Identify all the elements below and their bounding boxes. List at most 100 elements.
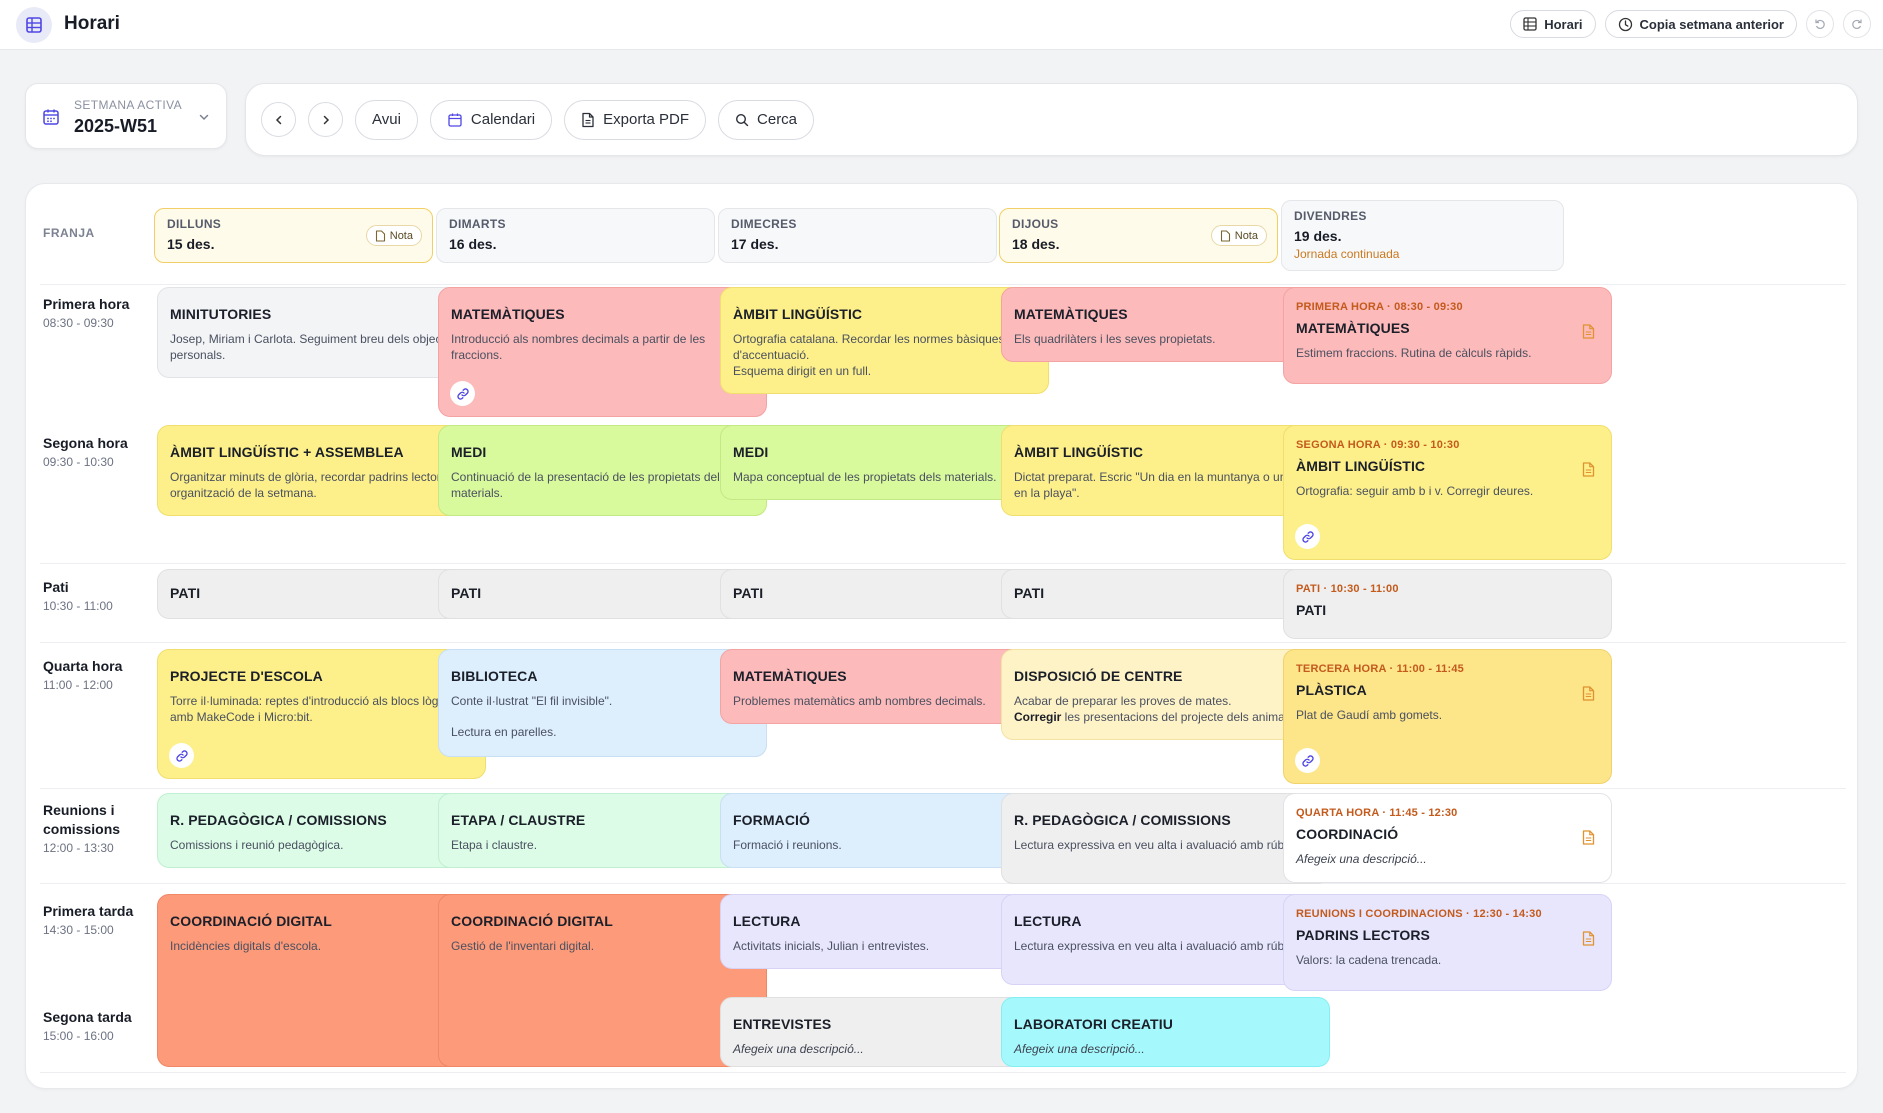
lesson-description: Valors: la cadena trencada. (1296, 953, 1442, 967)
day-name: DIMARTS (449, 217, 506, 231)
day-header-monday[interactable]: DILLUNS 15 des. Nota (154, 208, 433, 263)
lesson-card[interactable]: PATI (157, 569, 486, 619)
day-header-friday[interactable]: DIVENDRES 19 des. Jornada continuada (1281, 200, 1564, 271)
lesson-title: COORDINACIÓ DIGITAL (451, 913, 613, 929)
note-button[interactable]: Nota (365, 225, 422, 246)
lesson-card[interactable]: ÀMBIT LINGÜÍSTIC Dictat preparat. Escric… (1001, 425, 1330, 516)
link-icon (175, 749, 188, 762)
chevron-right-icon (323, 115, 329, 124)
lesson-card[interactable]: LECTURA Activitats inicials, Julian i en… (720, 894, 1049, 969)
day-header-thursday[interactable]: DIJOUS 18 des. Nota (999, 208, 1278, 263)
lesson-card[interactable]: MATEMÀTIQUES Els quadrilàters i les seve… (1001, 287, 1330, 362)
day-header-wednesday[interactable]: DIMECRES 17 des. (718, 208, 997, 263)
lesson-card[interactable]: MATEMÀTIQUES Introducció als nombres dec… (438, 287, 767, 417)
document-icon[interactable] (1582, 462, 1595, 482)
document-icon[interactable] (1582, 830, 1595, 850)
lesson-description: Continuació de la presentació de les pro… (451, 470, 726, 500)
lesson-title: ÀMBIT LINGÜÍSTIC (733, 306, 863, 322)
chevron-down-icon (199, 114, 209, 121)
lesson-slot-label: PRIMERA HORA · 08:30 - 09:30 (1296, 301, 1463, 313)
week-label: SETMANA ACTIVA (74, 98, 183, 112)
lesson-card[interactable]: MEDI Continuació de la presentació de le… (438, 425, 767, 516)
today-button[interactable]: Avui (355, 99, 418, 140)
lesson-card[interactable]: PROJECTE D'ESCOLA Torre il·luminada: rep… (157, 649, 486, 779)
lesson-description: Plat de Gaudí amb gomets. (1296, 708, 1443, 722)
lesson-title: ÀMBIT LINGÜÍSTIC (1014, 444, 1144, 460)
lesson-card[interactable]: LABORATORI CREATIU Afegeix una descripci… (1001, 997, 1330, 1067)
link-icon (1301, 530, 1314, 543)
day-name: DIJOUS (1012, 217, 1059, 231)
lesson-card[interactable]: COORDINACIÓ DIGITAL Incidències digitals… (157, 894, 486, 1067)
lesson-card[interactable]: ÀMBIT LINGÜÍSTIC Ortografia catalana. Re… (720, 287, 1049, 394)
lesson-card[interactable]: MATEMÀTIQUES Problemes matemàtics amb no… (720, 649, 1049, 724)
redo-button[interactable] (1843, 10, 1871, 38)
lesson-card[interactable]: PATI (1001, 569, 1330, 619)
lesson-card[interactable]: ÀMBIT LINGÜÍSTIC + ASSEMBLEA Organitzar … (157, 425, 486, 516)
week-selector[interactable]: SETMANA ACTIVA 2025-W51 (25, 83, 227, 149)
page-title: Horari (64, 13, 120, 34)
lesson-card[interactable]: BIBLIOTECA Conte il·lustrat "El fil invi… (438, 649, 767, 757)
lesson-card[interactable]: LECTURA Lectura expressiva en veu alta i… (1001, 894, 1330, 985)
lesson-description: Dictat preparat. Escric "Un dia en la mu… (1014, 470, 1306, 500)
note-icon (1220, 229, 1230, 242)
lesson-card[interactable]: PATI · 10:30 - 11:00 PATI (1283, 569, 1612, 639)
lesson-card[interactable]: ETAPA / CLAUSTRE Etapa i claustre. (438, 793, 767, 868)
lesson-card[interactable]: R. PEDAGÒGICA / COMISSIONS Lectura expre… (1001, 793, 1330, 884)
copy-week-label: Copia setmana anterior (1639, 16, 1785, 32)
lesson-card[interactable]: MINITUTORIES Josep, Miriam i Carlota. Se… (157, 287, 486, 378)
export-pdf-button[interactable]: Exporta PDF (564, 99, 707, 140)
lesson-card[interactable]: TERCERA HORA · 11:00 - 11:45 PLÀSTICA Pl… (1283, 649, 1612, 784)
lesson-card[interactable]: DISPOSICIÓ DE CENTRE Acabar de preparar … (1001, 649, 1330, 740)
link-button[interactable] (1295, 524, 1320, 549)
lesson-description: Etapa i claustre. (451, 838, 538, 852)
document-icon[interactable] (1582, 324, 1595, 344)
document-icon[interactable] (1582, 931, 1595, 951)
emphasis-text: Corregir (1014, 710, 1062, 724)
grid-icon[interactable] (16, 7, 52, 43)
lesson-slot-label: PATI · 10:30 - 11:00 (1296, 583, 1399, 595)
lesson-title: PROJECTE D'ESCOLA (170, 668, 323, 684)
slot-primera-tarda: Primera tarda 14:30 - 15:00 (43, 902, 133, 937)
lesson-card[interactable]: REUNIONS I COORDINACIONS · 12:30 - 14:30… (1283, 894, 1612, 991)
lesson-card[interactable]: QUARTA HORA · 11:45 - 12:30 COORDINACIÓ … (1283, 793, 1612, 883)
lesson-description: Esquema dirigit en un full. (733, 364, 872, 378)
undo-button[interactable] (1806, 10, 1834, 38)
lesson-title: MATEMÀTIQUES (1296, 320, 1410, 336)
chevron-left-icon (275, 115, 281, 124)
slot-time: 09:30 - 10:30 (43, 455, 114, 469)
document-icon[interactable] (1582, 686, 1595, 706)
link-button[interactable] (1295, 748, 1320, 773)
lesson-card[interactable]: MEDI Mapa conceptual de les propietats d… (720, 425, 1049, 500)
slot-reunions: Reunions i comissions 12:00 - 13:30 (43, 801, 143, 855)
horari-button[interactable]: Horari (1510, 10, 1596, 38)
lesson-title: PATI (733, 585, 764, 601)
day-date: 18 des. (1012, 236, 1060, 252)
next-week-button[interactable] (308, 102, 343, 137)
day-header-tuesday[interactable]: DIMARTS 16 des. (436, 208, 715, 263)
lesson-card[interactable]: PATI (720, 569, 1049, 619)
lesson-card[interactable]: R. PEDAGÒGICA / COMISSIONS Comissions i … (157, 793, 486, 868)
link-button[interactable] (450, 381, 475, 406)
prev-week-button[interactable] (261, 102, 296, 137)
lesson-card[interactable]: PATI (438, 569, 767, 619)
lesson-description: Lectura en parelles. (451, 725, 557, 739)
lesson-card[interactable]: SEGONA HORA · 09:30 - 10:30 ÀMBIT LINGÜÍ… (1283, 425, 1612, 560)
lesson-card[interactable]: ENTREVISTES Afegeix una descripció... (720, 997, 1049, 1067)
search-button[interactable]: Cerca (718, 99, 815, 140)
calendar-button[interactable]: Calendari (429, 99, 553, 140)
lesson-card[interactable]: COORDINACIÓ DIGITAL Gestió de l'inventar… (438, 894, 767, 1067)
lesson-card[interactable]: FORMACIÓ Formació i reunions. (720, 793, 1049, 868)
calendar-label: Calendari (470, 111, 536, 128)
note-button[interactable]: Nota (1210, 225, 1267, 246)
calendar-icon (43, 109, 59, 125)
slot-time: 12:00 - 13:30 (43, 841, 114, 855)
slot-label: Primera tarda (43, 903, 134, 919)
slot-time: 08:30 - 09:30 (43, 316, 114, 330)
lesson-description: Introducció als nombres decimals a parti… (451, 332, 706, 362)
copy-week-button[interactable]: Copia setmana anterior (1604, 10, 1797, 38)
link-button[interactable] (169, 743, 194, 768)
lesson-title: ETAPA / CLAUSTRE (451, 812, 586, 828)
lesson-description: Incidències digitals d'escola. (170, 939, 322, 953)
lesson-card[interactable]: PRIMERA HORA · 08:30 - 09:30 MATEMÀTIQUE… (1283, 287, 1612, 384)
lesson-description: Afegeix una descripció... (1014, 1042, 1145, 1056)
